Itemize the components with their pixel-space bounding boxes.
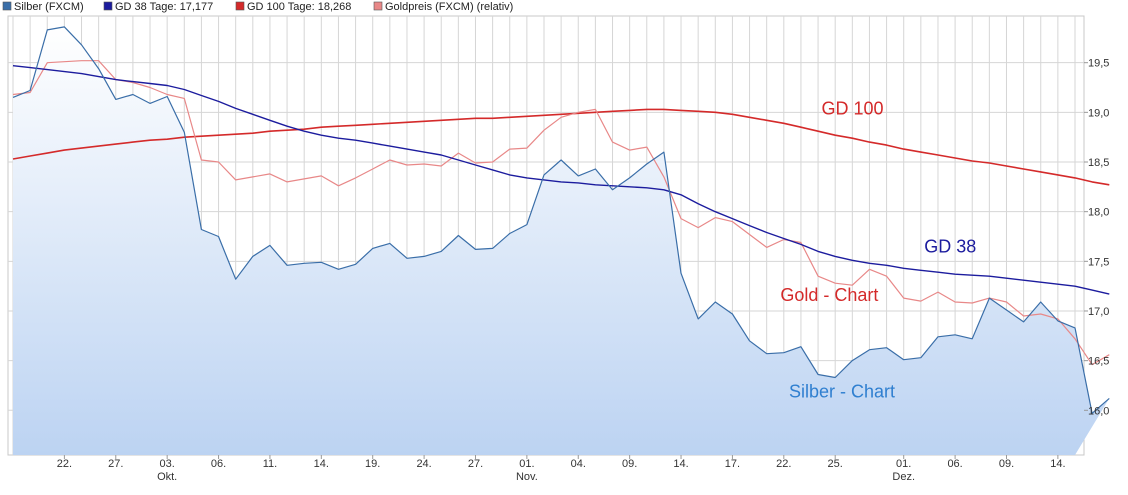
silber-series-line — [12, 26, 1110, 414]
gd100-series-line — [12, 108, 1110, 186]
series-lines — [12, 26, 1110, 414]
x-tick-label: 22. — [57, 458, 72, 470]
legend-label-gd100: GD 100 Tage: 18,268 — [247, 1, 351, 13]
x-axis: 22. 27. 03.Okt.06. 11. 14. 19. 24. 27. 01.Nov.04… — [57, 455, 1066, 483]
annotation-label: Gold - Chart — [780, 285, 878, 305]
gold-series-line — [12, 60, 1110, 366]
y-axis: 16,0 16,5 17,0 17,5 18,0 18,5 19,0 19,5 — [1084, 58, 1109, 417]
y-tick-label: 17,0 — [1088, 306, 1109, 318]
x-tick-label: 11. — [263, 458, 277, 470]
x-tick-label: 01. — [896, 458, 911, 470]
y-tick-label: 16,5 — [1088, 356, 1109, 368]
silber-area-fill — [13, 26, 1110, 456]
y-tick-label: 19,0 — [1088, 107, 1109, 119]
legend-label-gold: Goldpreis (FXCM) (relativ) — [385, 1, 513, 13]
chart-annotations: GD 100 GD 38 Gold - Chart Silber - Chart — [780, 98, 976, 401]
x-tick-label: 06. — [211, 458, 226, 470]
legend-swatch-gold — [373, 1, 383, 11]
x-tick-label: 04. — [571, 458, 586, 470]
gd38-series-line — [12, 65, 1110, 295]
y-tick-label: 18,5 — [1088, 157, 1109, 169]
legend-label-silber: Silber (FXCM) — [14, 1, 84, 13]
y-tick-label: 17,5 — [1088, 256, 1109, 268]
x-tick-month-label: Okt. — [157, 471, 177, 483]
x-tick-label: 14. — [673, 458, 688, 470]
x-tick-label: 01. — [519, 458, 534, 470]
x-tick-label: 17. — [725, 458, 740, 470]
x-tick-label: 22. — [776, 458, 791, 470]
x-tick-label: 14. — [314, 458, 329, 470]
legend-swatch-silber — [2, 1, 12, 11]
legend-swatch-gd38 — [103, 1, 113, 11]
x-tick-label: 27. — [108, 458, 123, 470]
x-tick-label: 19. — [365, 458, 380, 470]
annotation-label: GD 100 — [821, 98, 883, 118]
x-tick-label: 14. — [1050, 458, 1065, 470]
x-tick-label: 24. — [416, 458, 431, 470]
x-tick-label: 09. — [622, 458, 637, 470]
legend-label-gd38: GD 38 Tage: 17,177 — [115, 1, 213, 13]
y-tick-label: 18,0 — [1088, 207, 1109, 219]
x-tick-label: 27. — [468, 458, 483, 470]
y-tick-label: 16,0 — [1088, 405, 1109, 417]
annotation-label: GD 38 — [924, 236, 976, 256]
legend-swatch-gd100 — [235, 1, 245, 11]
x-tick-label: 09. — [999, 458, 1014, 470]
x-tick-label: 03. — [160, 458, 175, 470]
x-tick-label: 06. — [947, 458, 962, 470]
y-tick-label: 19,5 — [1088, 58, 1109, 70]
chart-legend: Silber (FXCM) GD 38 Tage: 17,177 GD 100 Ta… — [2, 1, 513, 13]
silber-area — [13, 26, 1110, 456]
x-tick-label: 25. — [828, 458, 843, 470]
x-tick-month-label: Nov. — [516, 471, 538, 483]
annotation-label: Silber - Chart — [789, 381, 895, 401]
x-tick-month-label: Dez. — [892, 471, 915, 483]
